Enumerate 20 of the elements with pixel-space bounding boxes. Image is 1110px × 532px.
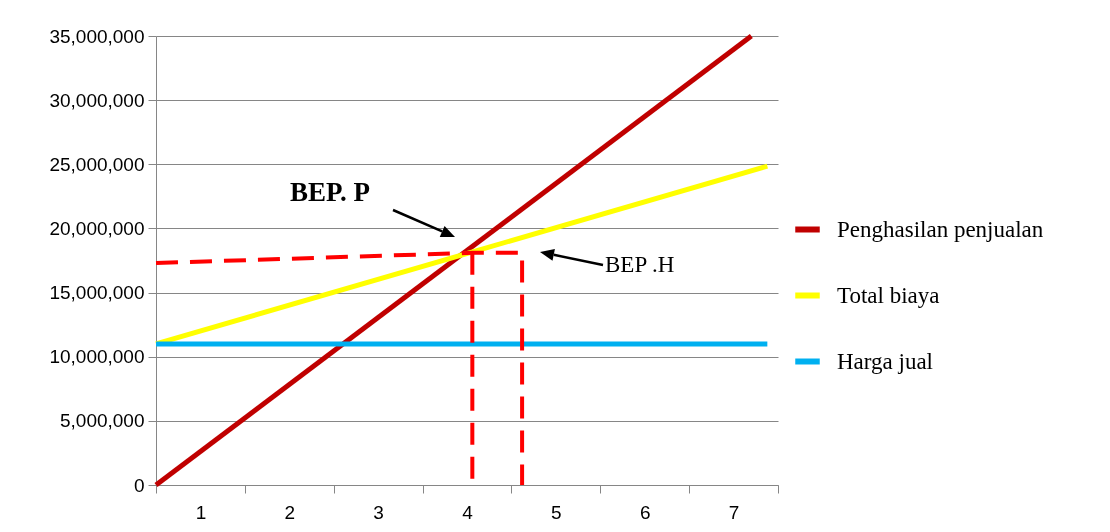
y-tick-label: 35,000,000 — [49, 25, 145, 47]
y-tick-label: 5,000,000 — [59, 410, 145, 432]
x-tick-label: 2 — [284, 501, 296, 523]
legend-label: Total biaya — [837, 282, 940, 308]
y-tick-label: 20,000,000 — [49, 217, 145, 239]
y-tick-label: 0 — [133, 474, 145, 496]
y-tick-label: 15,000,000 — [49, 282, 145, 304]
x-tick-label: 1 — [195, 501, 207, 523]
x-tick-label: 7 — [728, 501, 740, 523]
annotation: BEP .H — [605, 252, 675, 277]
x-tick-label: 3 — [373, 501, 384, 523]
y-tick-label: 10,000,000 — [49, 346, 145, 368]
annotation: BEP. P — [289, 177, 371, 207]
x-tick-label: 5 — [551, 501, 562, 523]
legend-label: Harga jual — [837, 348, 934, 374]
y-tick-label: 25,000,000 — [49, 153, 145, 175]
y-tick-label: 30,000,000 — [49, 89, 145, 111]
legend-label: Penghasilan penjualan — [837, 216, 1044, 242]
x-tick-label: 6 — [639, 501, 651, 523]
x-tick-label: 4 — [462, 501, 474, 523]
